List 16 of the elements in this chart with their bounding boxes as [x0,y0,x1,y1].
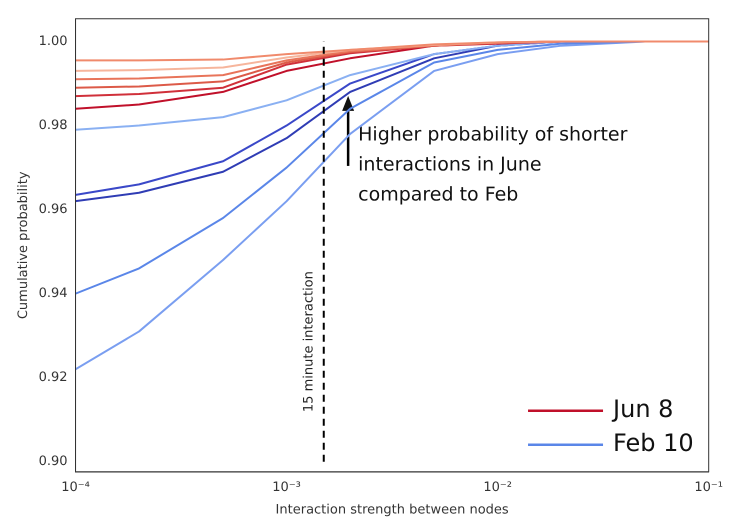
y-tick-label: 0.90 [38,454,68,470]
y-tick-label: 1.00 [38,34,68,49]
legend-label: Feb 10 [613,429,694,458]
x-tick-label: 10⁻² [483,480,512,495]
annotation: Higher probability of shorter interactions in June compared to Feb [358,123,628,206]
x-tick-label: 10⁻⁴ [61,480,90,495]
legend-label: Jun 8 [611,395,674,424]
x-axis-title: Interaction strength between nodes [276,502,509,518]
y-axis-title: Cumulative probability [16,171,32,320]
x-tick-label: 10⁻³ [272,480,301,495]
y-tick-label: 0.98 [38,118,68,133]
y-tick-label: 0.96 [38,202,68,217]
y-tick-label: 0.92 [38,370,68,386]
ref-line-label: 15 minute interaction [302,271,317,412]
y-tick-label: 0.94 [38,286,68,301]
x-tick-label: 10⁻¹ [694,480,724,495]
